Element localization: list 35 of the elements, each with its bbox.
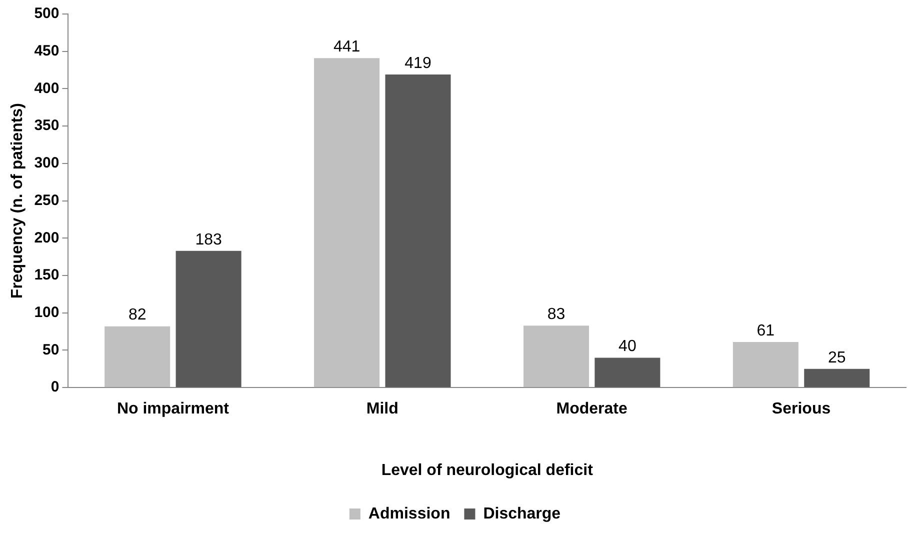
data-label: 25 [828,349,846,366]
bar [104,326,170,388]
y-tick-label: 450 [34,42,60,60]
x-tick-label: Mild [366,400,398,418]
bar [594,358,660,388]
y-tick-label: 300 [34,154,60,172]
data-label: 441 [333,38,360,56]
y-tick-label: 0 [50,378,60,396]
x-tick-label: No impairment [116,400,230,418]
data-label: 82 [128,306,146,324]
bar [314,58,380,388]
legend-label: Admission [368,505,450,522]
y-tick-label: 250 [34,192,60,209]
legend-label: Discharge [483,505,561,522]
y-tick-label: 400 [34,80,60,97]
bar [523,326,589,388]
bar [176,250,242,388]
x-axis-title: Level of neurological deficit [381,462,594,479]
y-tick-label: 500 [34,5,60,22]
bar [385,74,451,388]
bar [732,342,798,388]
y-tick-label: 100 [34,304,60,322]
y-tick-label: 200 [34,229,60,246]
y-tick-label: 350 [34,117,60,134]
data-label: 61 [756,322,775,340]
y-tick-label: 50 [42,341,60,358]
bar [804,368,870,388]
x-tick-label: Serious [772,400,831,418]
x-tick-label: Moderate [556,400,628,418]
y-axis-title: Frequency (n. of patients) [9,103,26,299]
data-label: 183 [195,231,222,248]
data-label: 419 [404,54,432,72]
y-tick-label: 150 [34,266,60,284]
data-label: 83 [547,306,566,323]
data-label: 40 [618,338,636,356]
